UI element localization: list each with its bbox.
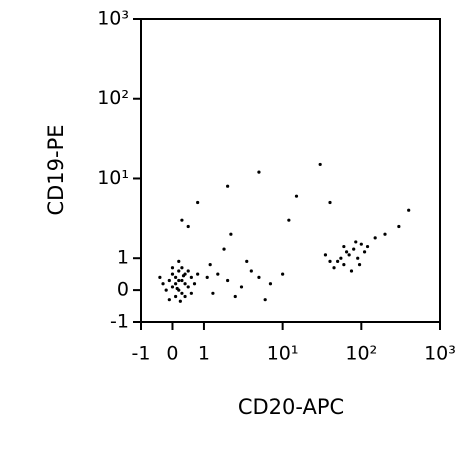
point <box>281 272 285 276</box>
y-axis-label: CD19-PE <box>44 124 68 215</box>
x-tick-label: 1 <box>198 343 210 365</box>
point <box>359 242 363 246</box>
point <box>407 208 411 212</box>
point <box>268 282 273 286</box>
point <box>177 278 181 283</box>
point <box>174 282 178 286</box>
point <box>196 272 200 276</box>
point <box>239 285 244 289</box>
y-tick-label: 1 <box>117 247 129 269</box>
point <box>189 291 193 295</box>
point <box>216 272 220 276</box>
point <box>357 262 362 267</box>
point <box>257 170 261 174</box>
point <box>318 162 322 167</box>
point <box>170 266 175 270</box>
point <box>170 285 175 289</box>
point <box>342 262 346 267</box>
point <box>328 259 332 263</box>
point <box>174 275 178 279</box>
point <box>181 274 186 278</box>
point <box>397 224 401 229</box>
point <box>186 269 190 273</box>
point <box>233 294 237 299</box>
point <box>354 240 358 244</box>
point <box>332 266 336 270</box>
point <box>249 269 253 273</box>
point <box>208 262 212 267</box>
y-tick-label: 10¹ <box>97 167 129 189</box>
point <box>287 218 291 222</box>
x-tick-label: 10¹ <box>267 343 299 365</box>
point <box>211 291 215 295</box>
point <box>177 269 181 273</box>
point <box>373 236 377 240</box>
point <box>177 259 181 263</box>
x-tick-label: 0 <box>166 343 178 365</box>
point <box>245 259 249 263</box>
point <box>192 282 197 286</box>
point <box>186 224 190 229</box>
point <box>229 232 233 236</box>
point <box>328 200 332 205</box>
point <box>344 250 349 254</box>
point <box>186 285 190 289</box>
point <box>180 266 184 270</box>
plot-frame <box>140 18 441 323</box>
point <box>347 253 351 257</box>
point <box>180 278 184 283</box>
point <box>189 275 193 279</box>
point <box>174 294 178 299</box>
point <box>342 244 346 249</box>
point <box>205 275 209 279</box>
point <box>170 272 175 276</box>
y-tick-label: 10³ <box>97 8 129 30</box>
x-axis-label: CD20-APC <box>238 395 344 419</box>
x-tick-label: -1 <box>132 343 151 365</box>
point <box>352 247 356 251</box>
point <box>257 275 261 279</box>
x-tick-label: 10³ <box>424 343 456 365</box>
y-tick-label: 10² <box>97 87 129 109</box>
point <box>383 232 387 236</box>
y-tick-label: -1 <box>110 311 129 333</box>
point <box>167 298 171 302</box>
point <box>323 253 328 257</box>
point <box>294 194 299 198</box>
point <box>339 256 343 260</box>
point <box>161 282 165 286</box>
point <box>196 200 200 205</box>
point <box>336 259 340 263</box>
point <box>183 282 187 286</box>
point <box>183 294 187 299</box>
point <box>365 244 370 249</box>
point <box>349 269 354 273</box>
point <box>226 184 230 188</box>
point <box>226 278 230 283</box>
point <box>158 275 162 279</box>
point <box>263 298 267 302</box>
point <box>175 286 179 291</box>
point <box>356 256 360 260</box>
point <box>164 288 168 292</box>
point <box>178 299 182 303</box>
point <box>180 291 184 295</box>
point <box>222 247 226 251</box>
point <box>167 278 171 283</box>
x-tick-label: 10² <box>345 343 377 365</box>
point <box>362 250 367 254</box>
point <box>180 218 184 222</box>
y-tick-label: 0 <box>117 279 129 301</box>
